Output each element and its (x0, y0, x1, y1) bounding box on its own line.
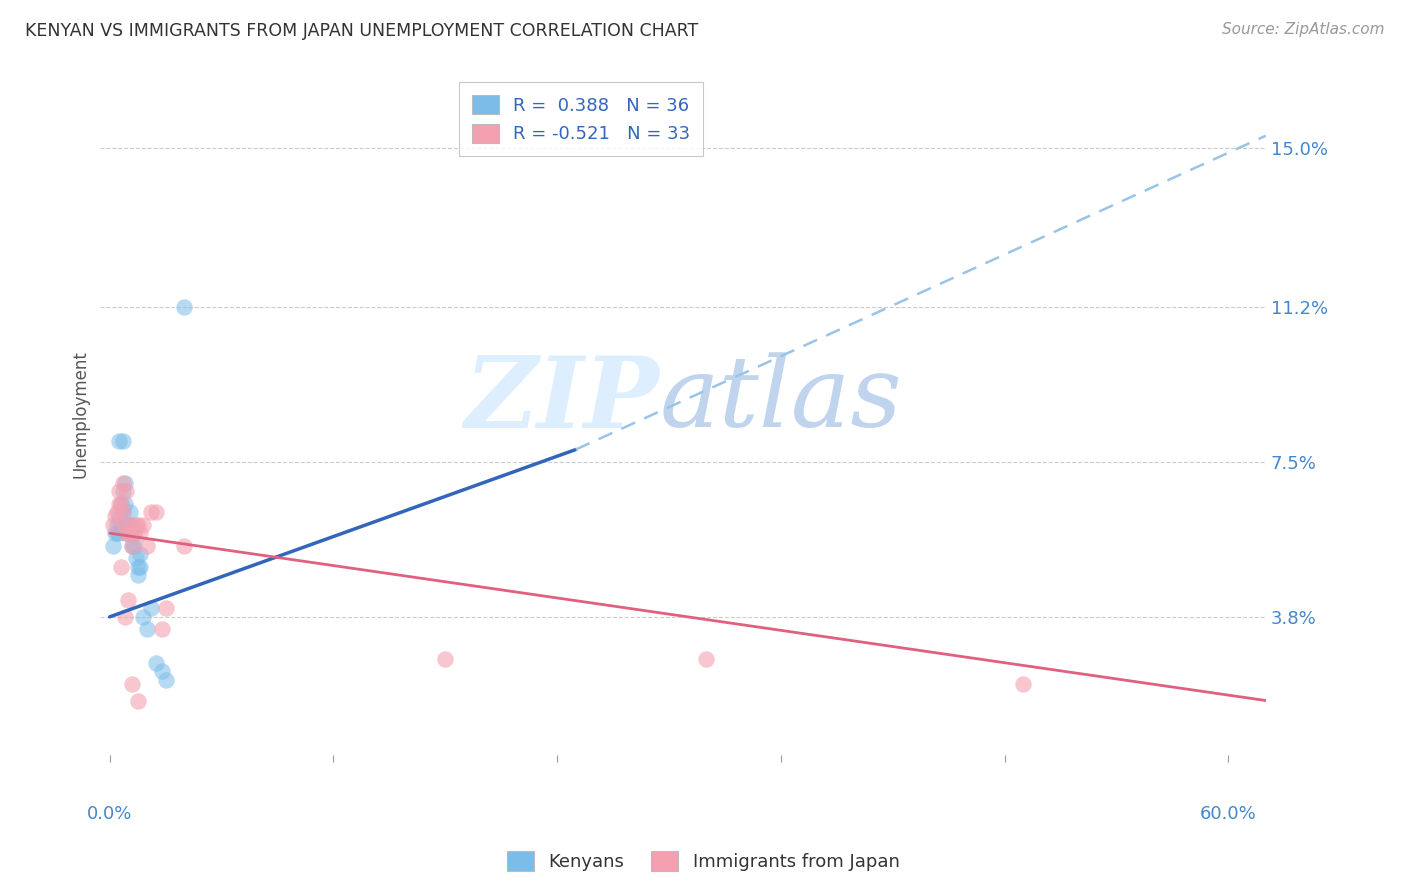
Point (103, 517, 125, 532)
Point (111, 475, 134, 490)
Point (145, 656, 167, 670)
Point (108, 509, 131, 524)
Point (115, 484, 138, 499)
Point (155, 673, 177, 687)
Point (139, 505, 162, 519)
Point (136, 623, 159, 637)
Point (110, 497, 132, 511)
Point (114, 517, 136, 532)
Point (128, 547, 150, 561)
Point (117, 526, 139, 541)
Point (104, 526, 127, 541)
Point (110, 559, 132, 574)
Point (111, 505, 134, 519)
Point (117, 593, 139, 607)
Point (127, 559, 149, 574)
Point (122, 526, 145, 541)
Point (120, 526, 142, 541)
Legend: R =  0.388   N = 36, R = -0.521   N = 33: R = 0.388 N = 36, R = -0.521 N = 33 (458, 82, 703, 156)
Point (110, 517, 132, 532)
Point (695, 651, 717, 665)
Point (105, 505, 128, 519)
Point (105, 517, 128, 532)
Point (121, 539, 143, 553)
Point (125, 551, 148, 566)
Point (108, 484, 131, 499)
Point (108, 434, 131, 449)
Point (108, 526, 131, 541)
Point (122, 526, 145, 541)
Point (111, 505, 134, 519)
Point (120, 517, 142, 532)
Point (121, 517, 143, 532)
Point (103, 539, 125, 553)
Point (173, 300, 195, 314)
Point (121, 539, 143, 553)
Point (125, 517, 148, 532)
Text: atlas: atlas (659, 352, 903, 448)
Point (128, 526, 150, 541)
Point (115, 526, 138, 541)
Point (139, 601, 162, 615)
Point (111, 434, 134, 449)
Point (111, 484, 134, 499)
Point (117, 517, 139, 532)
Text: KENYAN VS IMMIGRANTS FROM JAPAN UNEMPLOYMENT CORRELATION CHART: KENYAN VS IMMIGRANTS FROM JAPAN UNEMPLOY… (25, 22, 699, 40)
Point (105, 526, 128, 541)
Point (108, 497, 131, 511)
Point (173, 539, 195, 553)
Point (132, 517, 155, 532)
Point (127, 517, 149, 532)
Point (155, 601, 177, 615)
Text: Source: ZipAtlas.com: Source: ZipAtlas.com (1222, 22, 1385, 37)
Point (114, 610, 136, 624)
Point (150, 623, 173, 637)
Legend: Kenyans, Immigrants from Japan: Kenyans, Immigrants from Japan (499, 844, 907, 879)
Point (136, 539, 159, 553)
Text: ZIP: ZIP (465, 352, 659, 449)
Text: 60.0%: 60.0% (1201, 805, 1257, 823)
Point (110, 497, 132, 511)
Point (132, 610, 155, 624)
Point (127, 568, 149, 582)
Point (117, 526, 139, 541)
Point (150, 665, 173, 679)
Point (115, 526, 138, 541)
Point (434, 651, 457, 665)
Point (121, 677, 143, 691)
Text: 0.0%: 0.0% (87, 805, 132, 823)
Point (128, 559, 150, 574)
Point (115, 517, 138, 532)
Y-axis label: Unemployment: Unemployment (72, 350, 89, 478)
Point (145, 505, 167, 519)
Point (104, 509, 127, 524)
Point (127, 693, 149, 707)
Point (1012, 677, 1035, 691)
Point (122, 539, 145, 553)
Point (120, 505, 142, 519)
Point (114, 475, 136, 490)
Point (114, 497, 136, 511)
